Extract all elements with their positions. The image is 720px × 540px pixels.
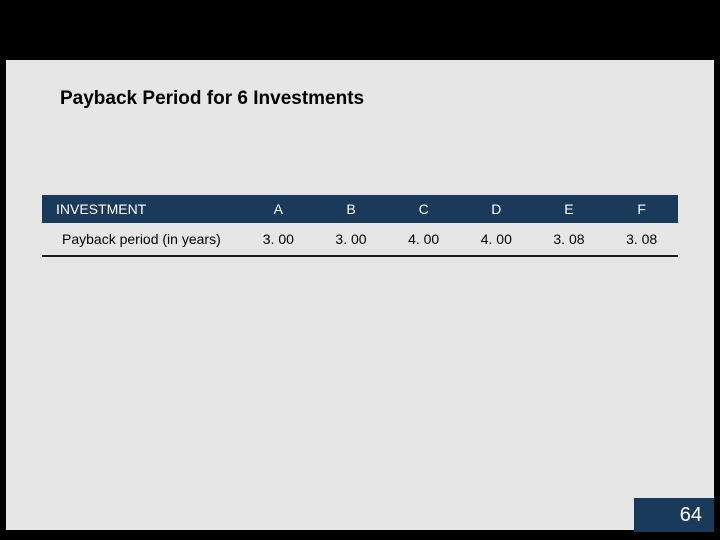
header-row-label: INVESTMENT <box>42 195 242 223</box>
table-cell: 3. 08 <box>605 223 678 256</box>
table-cell: 3. 08 <box>533 223 606 256</box>
header-col: A <box>242 195 315 223</box>
slide-title: Payback Period for 6 Investments <box>60 88 364 110</box>
content-background <box>6 60 714 530</box>
page-number: 64 <box>680 504 702 527</box>
table-cell: 3. 00 <box>315 223 388 256</box>
header-col: B <box>315 195 388 223</box>
table-row: Payback period (in years) 3. 00 3. 00 4.… <box>42 223 678 256</box>
table-cell: 3. 00 <box>242 223 315 256</box>
row-label: Payback period (in years) <box>42 223 242 256</box>
payback-table: INVESTMENT A B C D E F Payback period (i… <box>42 195 678 257</box>
header-col: F <box>605 195 678 223</box>
header-col: C <box>387 195 460 223</box>
slide: Payback Period for 6 Investments INVESTM… <box>0 0 720 540</box>
header-col: E <box>533 195 606 223</box>
header-col: D <box>460 195 533 223</box>
page-number-box: 64 <box>634 498 714 532</box>
table-cell: 4. 00 <box>387 223 460 256</box>
table-cell: 4. 00 <box>460 223 533 256</box>
table-header-row: INVESTMENT A B C D E F <box>42 195 678 223</box>
